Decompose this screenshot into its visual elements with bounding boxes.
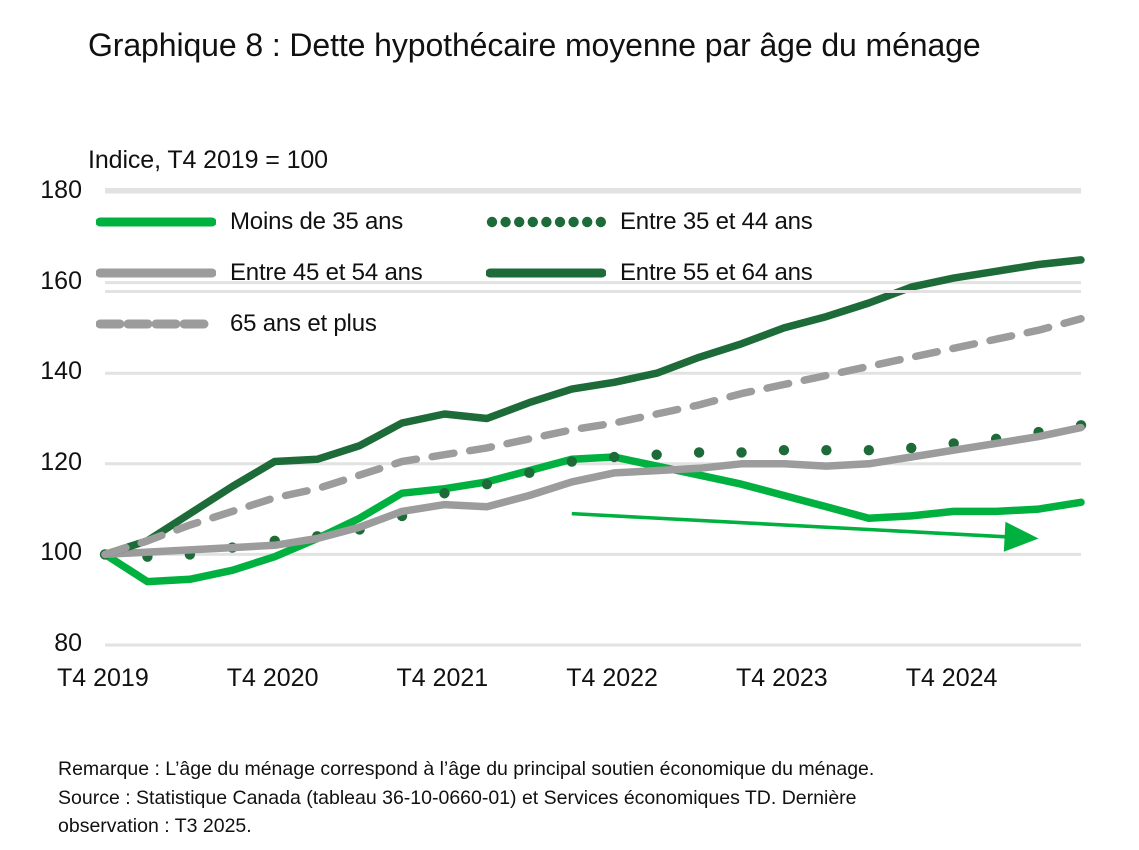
- data-point: [778, 445, 790, 456]
- chart-footnote: Remarque : L’âge du ménage correspond à …: [58, 755, 1118, 841]
- series-entre-45-et-54-ans: [101, 423, 1085, 559]
- x-axis-tick-t4-2019: T4 2019: [57, 664, 149, 692]
- data-point: [736, 447, 747, 458]
- legend-item-moins-de-35-ans[interactable]: Moins de 35 ans: [95, 207, 486, 236]
- x-axis-tick-t4-2023: T4 2023: [735, 664, 828, 692]
- legend-swatch-moins-de-35-ans: [95, 211, 217, 233]
- data-point: [906, 442, 917, 454]
- legend-swatch-65-ans-et-plus: [95, 313, 217, 335]
- legend-item-entre-35-et-44-ans[interactable]: Entre 35 et 44 ans: [486, 208, 916, 236]
- data-point: [609, 451, 620, 463]
- y-axis-tick-80: 80: [54, 629, 82, 657]
- x-axis-tick-t4-2020: T4 2020: [226, 664, 319, 692]
- chart-subtitle: Indice, T4 2019 = 100: [88, 146, 328, 174]
- footnote-observation: observation : T3 2025.: [58, 815, 252, 838]
- y-axis-tick-160: 160: [40, 266, 82, 295]
- data-point: [693, 447, 705, 458]
- series-65-ans-et-plus: [101, 315, 1085, 559]
- legend-swatch-entre-55-et-64-ans: [485, 262, 607, 284]
- legend-row-3: 65 ans et plus: [95, 298, 996, 349]
- legend-item-entre-45-et-54-ans[interactable]: Entre 45 et 54 ans: [95, 258, 486, 287]
- data-point: [566, 456, 577, 467]
- legend-item-65-ans-et-plus[interactable]: 65 ans et plus: [95, 309, 486, 338]
- legend-label-entre-55-et-64-ans: Entre 55 et 64 ans: [620, 258, 813, 286]
- series-moins-de-35-ans: [101, 453, 1085, 586]
- data-point: [524, 467, 535, 479]
- x-axis-tick-t4-2021: T4 2021: [396, 664, 489, 692]
- annotation-group: [571, 511, 1039, 552]
- legend-rule-top: [105, 188, 1081, 191]
- legend-row-1: Moins de 35 ans Entre 35 et 44 ans: [95, 196, 996, 247]
- data-point: [439, 488, 450, 499]
- trend-arrow-line: [571, 511, 1011, 539]
- data-point: [863, 445, 875, 456]
- legend-swatch-entre-45-et-54-ans: [95, 262, 217, 284]
- chart-title: Graphique 8 : Dette hypothécaire moyenne…: [88, 27, 981, 63]
- footnote-source: Source : Statistique Canada (tableau 36-…: [58, 786, 857, 809]
- legend-rule-middle: [105, 290, 1081, 293]
- gridlines-group: [105, 190, 1081, 647]
- x-axis-tick-t4-2022: T4 2022: [566, 664, 658, 692]
- series-group: [99, 256, 1087, 586]
- data-point: [651, 449, 662, 460]
- data-point: [821, 445, 832, 456]
- series-entre-35-et-44-ans: [99, 420, 1087, 562]
- legend-row-2: Entre 45 et 54 ans Entre 55 et 64 ans: [95, 247, 996, 298]
- y-axis-tick-120: 120: [40, 447, 82, 476]
- data-point: [481, 478, 493, 490]
- y-axis-tick-100: 100: [40, 538, 82, 567]
- trend-arrow-head: [1003, 521, 1039, 552]
- legend-label-entre-35-et-44-ans: Entre 35 et 44 ans: [620, 207, 813, 235]
- legend-item-entre-55-et-64-ans[interactable]: Entre 55 et 64 ans: [485, 258, 916, 287]
- x-axis-tick-t4-2024: T4 2024: [905, 664, 998, 692]
- chart-legend: Moins de 35 ans Entre 35 et 44 ans Entre…: [95, 196, 996, 349]
- legend-label-moins-de-35-ans: Moins de 35 ans: [230, 207, 404, 235]
- footnote-remark: Remarque : L’âge du ménage correspond à …: [58, 758, 875, 780]
- y-axis-tick-140: 140: [40, 357, 82, 386]
- y-axis-tick-180: 180: [40, 176, 82, 204]
- legend-label-entre-45-et-54-ans: Entre 45 et 54 ans: [230, 258, 423, 286]
- legend-label-65-ans-et-plus: 65 ans et plus: [230, 309, 377, 337]
- legend-swatch-entre-35-et-44-ans: [486, 211, 606, 233]
- series-entre-55-et-64-ans: [101, 256, 1085, 559]
